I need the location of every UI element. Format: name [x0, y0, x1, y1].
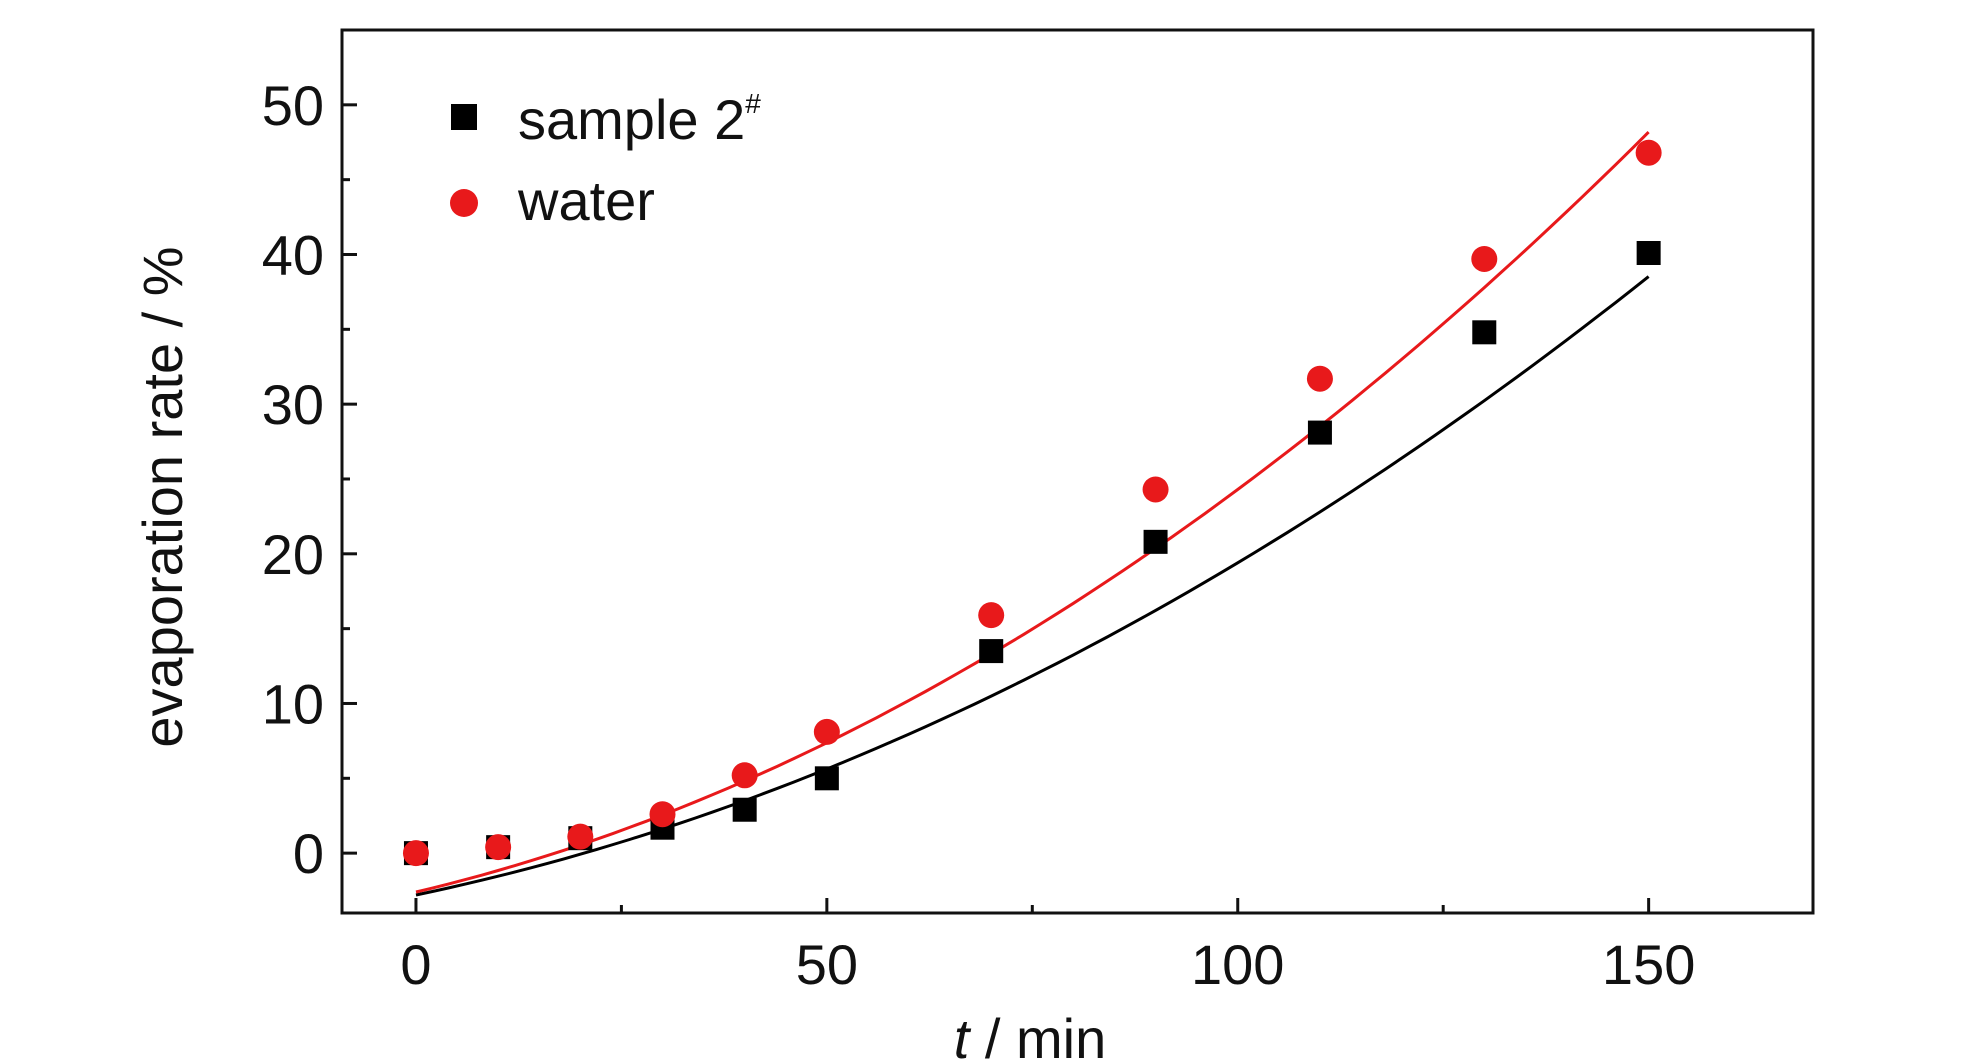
point-water [1635, 139, 1662, 166]
data-points [402, 139, 1662, 867]
legend: sample 2# water [450, 88, 761, 232]
y-tick-label: 0 [293, 822, 324, 885]
point-water [567, 823, 594, 850]
x-axis-label: t / min [954, 1007, 1106, 1063]
point-sample [732, 797, 757, 822]
point-water [402, 840, 429, 867]
y-tick-label: 50 [262, 74, 324, 137]
point-water [1471, 245, 1498, 272]
point-water [1306, 365, 1333, 392]
point-water [731, 762, 758, 789]
x-axis-ticks: 0 50 100 150 [400, 898, 1695, 996]
legend-label-water: water [517, 169, 655, 232]
x-axis-label-unit: / min [969, 1007, 1106, 1063]
point-sample [1472, 320, 1497, 345]
point-sample [814, 766, 839, 791]
y-tick-label: 40 [262, 223, 324, 286]
point-sample [979, 639, 1004, 664]
fit-curves [415, 131, 1650, 897]
legend-label-sample: sample 2# [518, 88, 761, 151]
x-tick-label: 50 [796, 933, 858, 996]
point-water [649, 801, 676, 828]
legend-marker-water [450, 189, 478, 217]
y-tick-label: 20 [262, 523, 324, 586]
y-axis-ticks: 0 10 20 30 40 50 [262, 74, 357, 885]
point-water [1142, 476, 1169, 503]
x-tick-label: 100 [1191, 933, 1284, 996]
fit-line-sample-2 [415, 275, 1650, 897]
fit-line-water [415, 131, 1650, 894]
point-sample [1636, 240, 1661, 265]
point-water [485, 834, 512, 861]
point-sample [1143, 529, 1168, 554]
x-tick-label: 150 [1602, 933, 1695, 996]
point-water [813, 718, 840, 745]
plot-frame [340, 28, 1815, 915]
y-tick-label: 30 [262, 373, 324, 436]
point-sample [1307, 420, 1332, 445]
x-tick-label: 0 [400, 933, 431, 996]
y-axis-label: evaporation rate / % [131, 246, 194, 747]
legend-marker-sample [451, 104, 477, 130]
y-tick-label: 10 [262, 672, 324, 735]
point-water [978, 602, 1005, 629]
x-axis-label-variable: t [954, 1007, 972, 1063]
legend-label-sample-superscript: # [745, 88, 761, 119]
